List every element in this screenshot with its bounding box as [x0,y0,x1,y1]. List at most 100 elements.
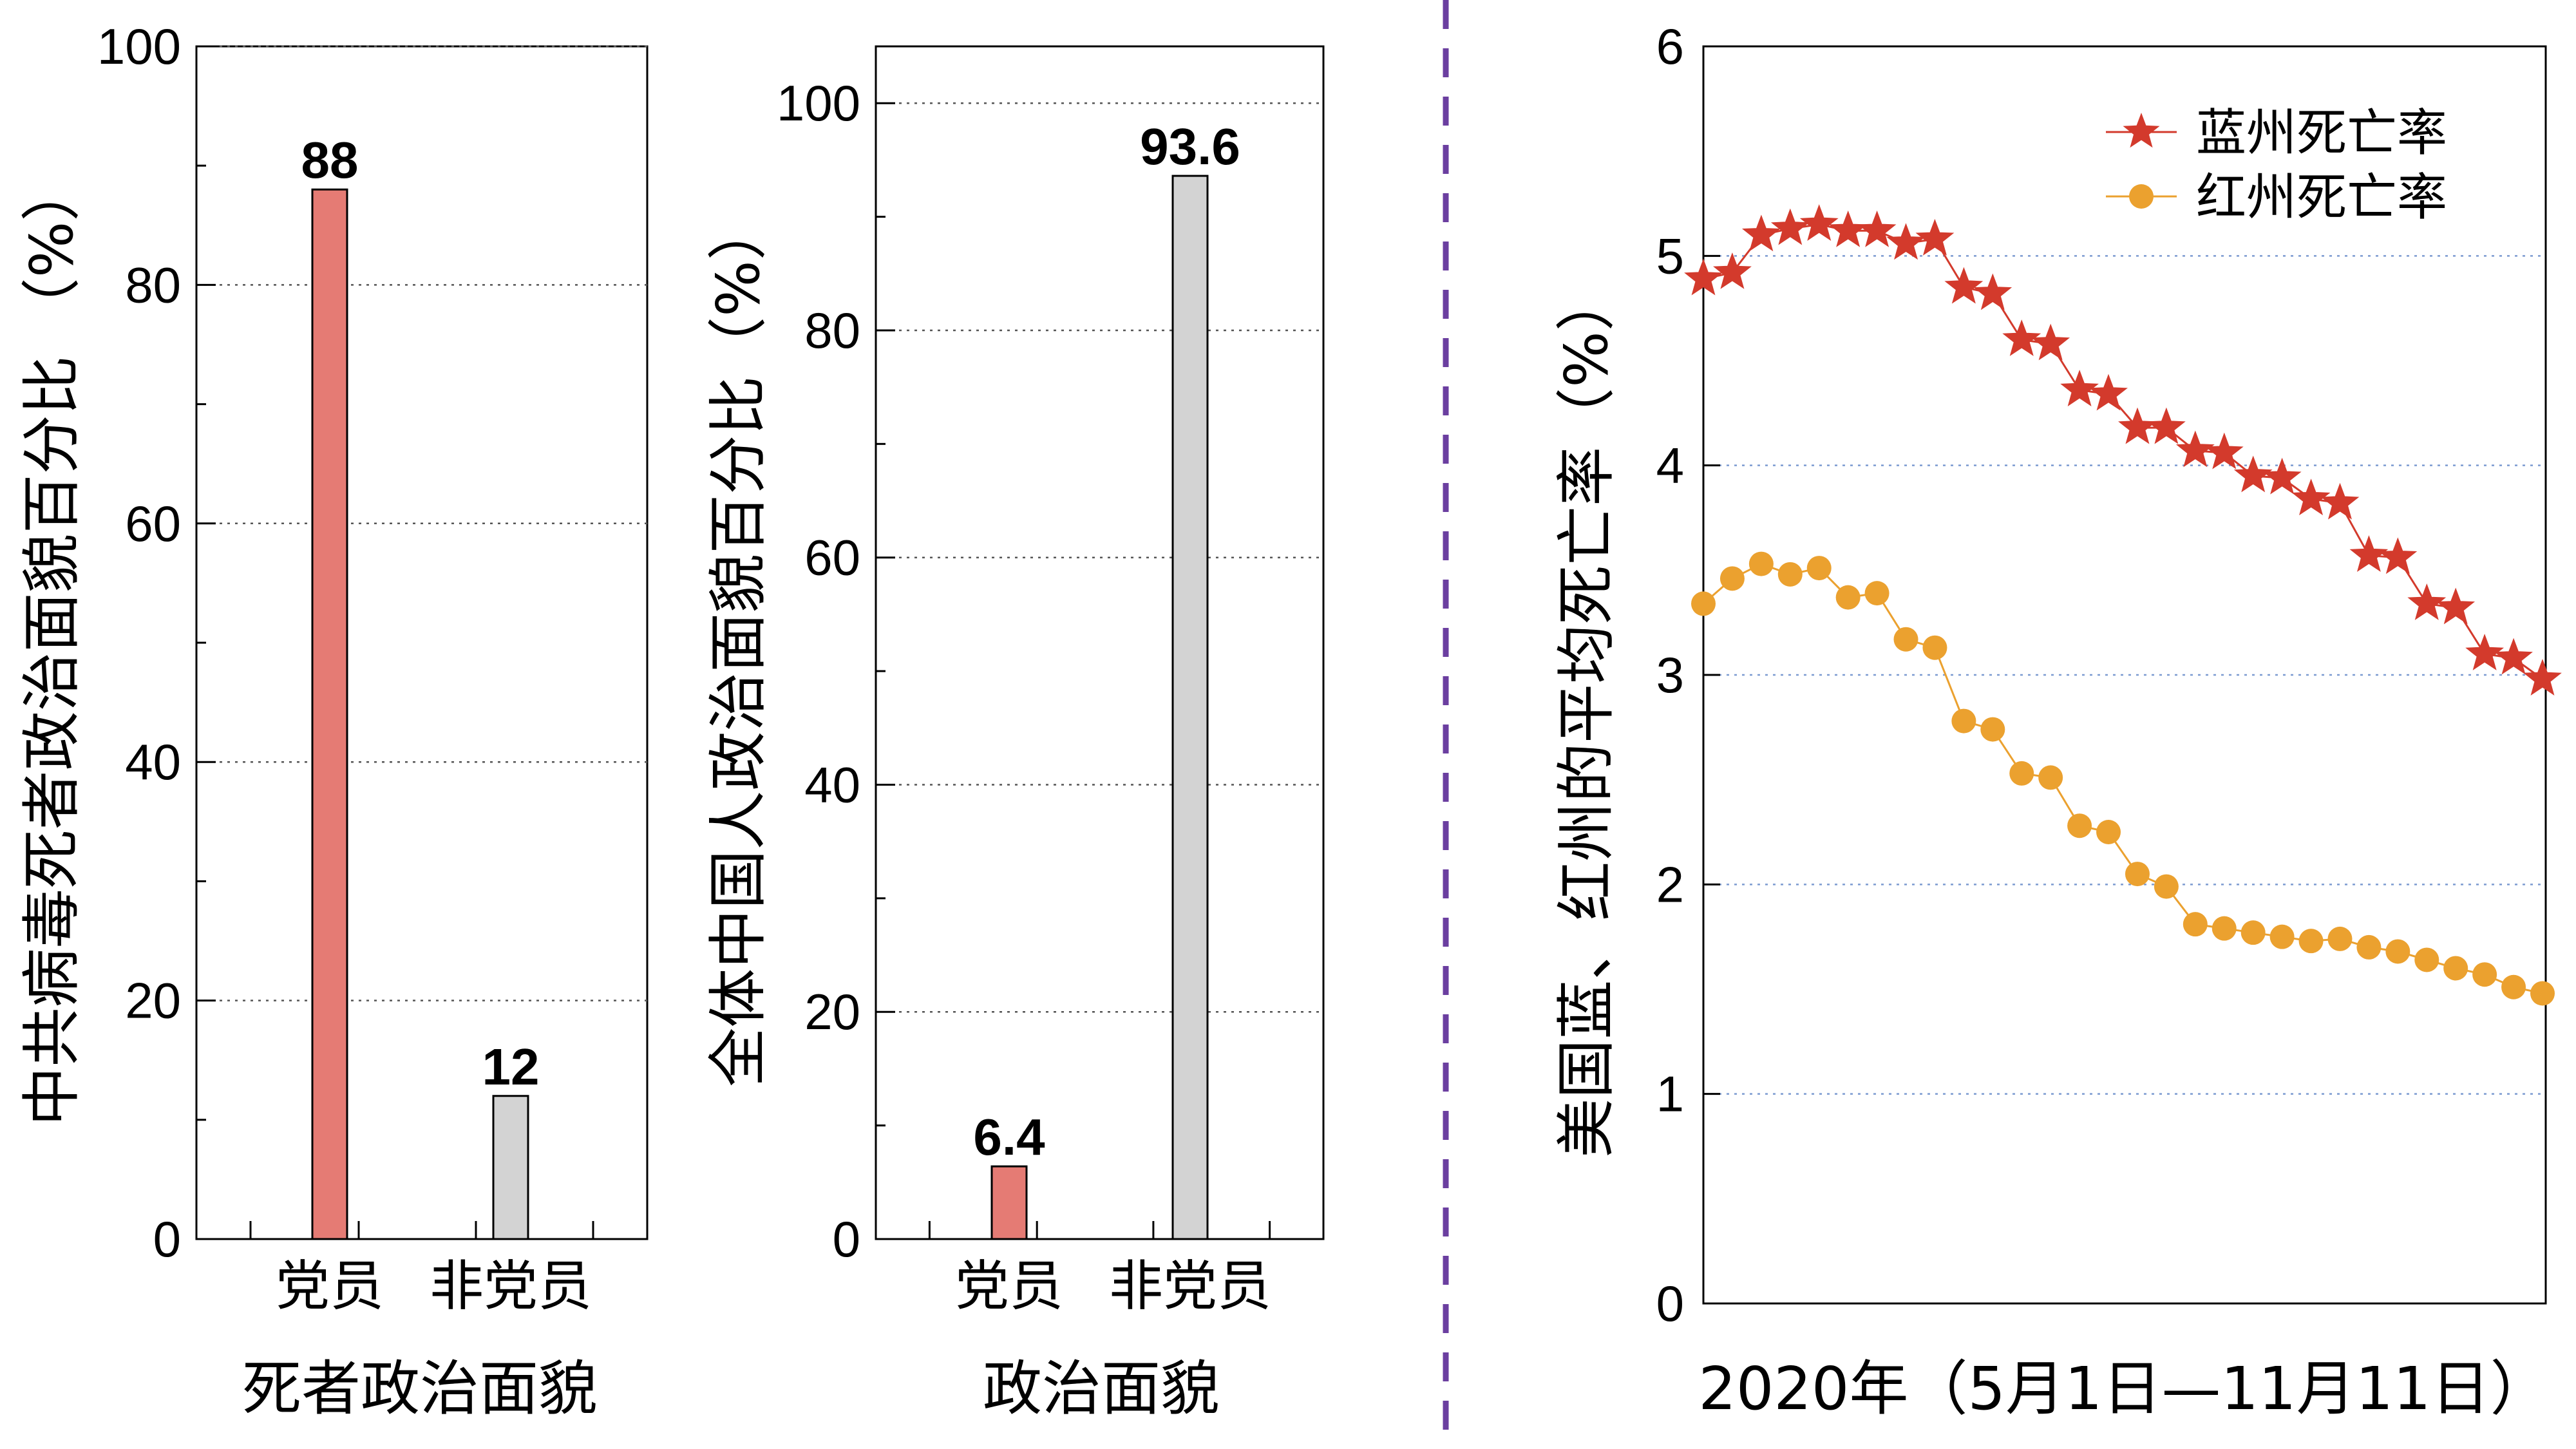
red-state-point [1748,551,1774,576]
y-tick-label: 4 [1656,437,1684,494]
blue-state-point [1741,214,1781,252]
legend-blue-state-marker [2123,113,2160,148]
red-state-point [2211,916,2237,941]
blue-state-point [1915,218,1955,256]
blue-state-point [2465,634,2505,670]
bar-chart-2-ylabel: 全体中国人政治面貌百分比（%） [704,201,773,1086]
red-state-point [2385,939,2410,964]
blue-state-point [1684,258,1723,296]
blue-state-point [2031,323,2070,361]
blue-state-point [2175,430,2215,468]
y-tick-label: 40 [804,756,860,813]
blue-state-point [1973,273,2012,310]
red-state-point [1922,635,1947,660]
y-tick-label: 2 [1656,856,1684,913]
bar-non-party-member [492,1095,529,1240]
category-label: 非党员 [1109,1255,1271,1318]
category-label: 非党员 [430,1255,592,1318]
data-label: 93.6 [1140,118,1240,175]
data-label: 6.4 [973,1108,1045,1166]
blue-state-point [1799,204,1839,241]
blue-state-point [2494,638,2533,675]
line-chart-frame [1702,45,2547,1305]
y-tick-label: 100 [777,75,860,131]
blue-state-point [2204,432,2244,469]
red-state-point [1806,556,1832,581]
category-label: 党员 [955,1255,1063,1318]
red-state-point [2414,947,2439,972]
line-chart-xlabel: 2020年（5月1日—11月11日） [1698,1354,2549,1423]
data-label: 12 [482,1038,540,1095]
blue-state-point [2147,407,2186,444]
blue-state-point [1828,210,1868,247]
blue-state-point [2436,587,2476,625]
blue-state-point [2089,374,2128,411]
red-state-line [1703,562,2543,994]
blue-state-point [2291,478,2331,516]
y-tick-label: 0 [1656,1275,1684,1332]
y-tick-label: 80 [804,302,860,359]
red-state-point [2530,981,2555,1006]
red-state-point [2125,862,2150,887]
bar-chart-2: 0 20 40 60 80 100 6.4 党员 93.6 非党员 [777,75,1323,1318]
red-state-point [2298,929,2324,954]
y-tick-label: 3 [1656,647,1684,703]
red-state-point [1835,585,1861,610]
red-state-point [2067,813,2092,838]
blue-state-point [2233,455,2273,493]
red-state-point [1951,708,1976,734]
y-tick-label: 6 [1656,18,1684,75]
data-label: 88 [301,131,359,189]
red-state-point [1893,627,1918,652]
red-state-point [2183,912,2208,937]
red-state-point [1691,591,1716,616]
bar-chart-1-ylabel: 中共病毒死者政治面貌百分比 （%） [17,162,86,1126]
red-state-point [1864,581,1889,606]
y-tick-label: 1 [1656,1066,1684,1122]
blue-state-line [1703,223,2543,680]
red-state-point [2327,926,2353,951]
red-state-point [2240,920,2266,945]
red-state-point [2356,934,2382,960]
blue-state-point [2262,457,2302,495]
bar-party-member [311,188,348,1240]
bar-party-member [990,1165,1028,1240]
y-tick-label: 5 [1656,227,1684,284]
blue-state-point [2002,319,2041,356]
red-state-point [2443,956,2468,981]
red-state-point [2009,761,2034,786]
red-state-point [1980,717,2005,742]
red-state-point [2038,765,2063,790]
y-tick-label: 0 [153,1211,181,1267]
y-tick-label: 60 [804,529,860,586]
y-tick-label: 40 [125,734,181,790]
bar-chart-1-frame [195,45,649,1240]
y-tick-label: 60 [125,495,181,552]
y-tick-label: 20 [125,972,181,1029]
bar-chart-2-frame [875,45,1325,1240]
legend-red-state-marker [2129,184,2154,209]
blue-state-point [1944,267,1984,304]
bar-non-party-member [1171,175,1209,1240]
y-tick-label: 100 [97,18,181,75]
legend-red-state-label: 红州死亡率 [2196,169,2447,227]
bar-chart-2-xlabel: 政治面貌 [983,1354,1220,1423]
blue-state-point [2349,535,2389,572]
red-state-point [1719,566,1745,591]
blue-state-point [1886,223,1926,260]
blue-state-point [1857,210,1897,247]
red-state-point [2154,874,2179,899]
blue-state-point [2523,659,2562,696]
bar-chart-1: 0 20 40 60 80 100 88 党员 12 非党员 [97,18,647,1318]
blue-state-point [2060,370,2099,406]
y-tick-label: 0 [833,1211,860,1267]
bar-chart-1-xlabel: 死者政治面貌 [242,1354,598,1423]
blue-state-point [2320,482,2360,520]
blue-state-point [2378,537,2418,574]
red-state-point [2096,820,2121,844]
y-tick-label: 80 [125,256,181,313]
red-state-point [1777,562,1803,587]
category-label: 党员 [276,1255,384,1318]
